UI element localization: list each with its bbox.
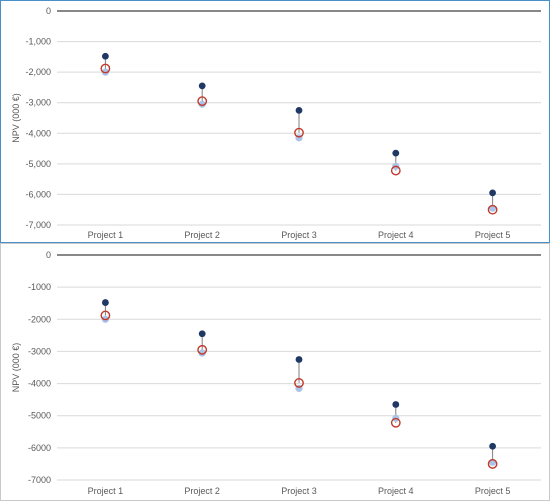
- y-tick-label: -7000: [28, 475, 51, 485]
- chart-bottom-svg: 0 -1000 -2000 -3000 -4000 -5000 -6000 -7000 NPV …: [11, 250, 541, 496]
- series-2-point: [390, 417, 401, 428]
- series-2-point: [294, 378, 304, 388]
- series-3-point: [198, 349, 206, 357]
- series-2-point: [197, 96, 208, 107]
- y-tick-label: 0: [46, 6, 51, 16]
- x-tick-label: Project 4: [378, 230, 414, 240]
- x-tick-label: Project 1: [88, 486, 124, 496]
- series-3-point: [198, 100, 206, 108]
- y-tick-label: -6000: [28, 443, 51, 453]
- series-1-point: [102, 52, 109, 60]
- series-2-point: [487, 204, 498, 215]
- series-1-point: [295, 106, 303, 114]
- y-tick-label: -4,000: [25, 128, 51, 138]
- x-tick-label: Project 5: [475, 230, 511, 240]
- series-1-point: [198, 330, 206, 338]
- y-tick-label: -6,000: [25, 189, 51, 199]
- x-tick-label: Project 2: [184, 230, 220, 240]
- y-tick-label: -3000: [28, 346, 51, 356]
- y-tick-label: -3,000: [25, 98, 51, 108]
- series-2-point: [487, 459, 498, 469]
- series-1-point: [489, 189, 496, 197]
- x-tick-label: Project 4: [378, 486, 414, 496]
- x-tick-label: Project 3: [281, 230, 317, 240]
- series-2-point: [100, 63, 111, 74]
- series-1-point: [392, 401, 400, 408]
- chart-panel-top: 0 -1,000 -2,000 -3,000 -4,000 -5,000 -6,000 -7,…: [0, 0, 550, 243]
- y-tick-label: -1,000: [25, 37, 51, 47]
- x-tick-label: Project 2: [184, 486, 220, 496]
- y-tick-label: 0: [46, 250, 51, 260]
- y-tick-label: -5,000: [25, 159, 51, 169]
- y-axis-label: NPV (000 €): [11, 343, 21, 393]
- series-2-point: [100, 310, 111, 321]
- x-tick-label: Project 1: [88, 230, 124, 240]
- chart-panel-bottom: 0 -1000 -2000 -3000 -4000 -5000 -6000 -7000 NPV …: [0, 243, 550, 501]
- y-tick-label: -1000: [28, 282, 51, 292]
- series-1-point: [198, 82, 206, 90]
- x-tick-label: Project 3: [281, 486, 317, 496]
- y-axis-label: NPV (000 €): [11, 93, 21, 143]
- y-tick-label: -7,000: [25, 220, 51, 230]
- x-tick-label: Project 5: [475, 486, 511, 496]
- series-1-point: [102, 299, 109, 306]
- series-2-point: [294, 127, 304, 138]
- series-2-point: [390, 165, 401, 176]
- series-1-point: [295, 356, 303, 363]
- series-2-point: [197, 344, 208, 355]
- y-tick-label: -5000: [28, 411, 51, 421]
- y-tick-label: -2,000: [25, 67, 51, 77]
- chart-top-svg: 0 -1,000 -2,000 -3,000 -4,000 -5,000 -6,000 -7,…: [11, 6, 541, 240]
- series-1-point: [489, 442, 496, 450]
- y-tick-label: -2000: [28, 314, 51, 324]
- y-tick-label: -4000: [28, 379, 51, 389]
- series-1-point: [392, 149, 400, 157]
